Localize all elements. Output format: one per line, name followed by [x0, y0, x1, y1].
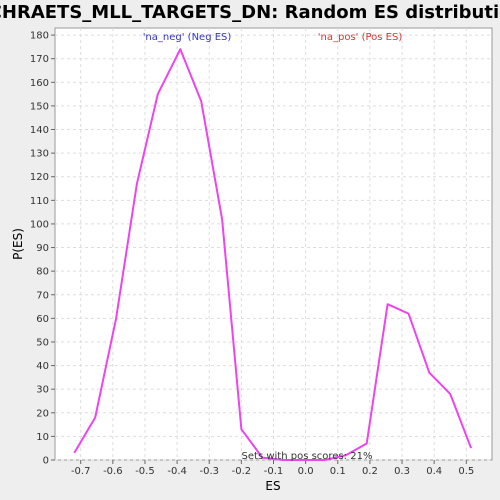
- y-tick-label: 80: [36, 267, 49, 278]
- y-tick-label: 110: [30, 196, 49, 207]
- x-tick-label: 0.2: [362, 466, 378, 477]
- y-tick-label: 90: [36, 243, 49, 254]
- x-tick-label: 0.3: [394, 466, 410, 477]
- y-tick-label: 50: [36, 337, 49, 348]
- y-tick-label: 120: [30, 172, 49, 183]
- x-axis-label: ES: [265, 479, 280, 493]
- x-tick-label: -0.7: [71, 466, 91, 477]
- x-tick-label: -0.1: [264, 466, 284, 477]
- x-tick-label: 0.1: [330, 466, 346, 477]
- axes: 0 10 20 30 40 50 60 70 80 90 100 110 120 130 140 150 160…: [30, 31, 474, 477]
- y-tick-label: 60: [36, 314, 49, 325]
- y-tick-label: 180: [30, 31, 49, 42]
- y-tick-label: 140: [30, 125, 49, 136]
- series: [73, 48, 473, 461]
- pos-score-annotation: Sets with pos scores: 21%: [242, 451, 373, 462]
- legend: 'na_neg' (Neg ES) 'na_pos' (Pos ES): [143, 32, 403, 43]
- chart-title: SCHRAETS_MLL_TARGETS_DN: Random ES distr…: [0, 2, 500, 23]
- distribution-line: [73, 48, 473, 461]
- y-tick-label: 40: [36, 361, 49, 372]
- y-axis-label: P(ES): [11, 228, 25, 260]
- legend-entry: 'na_neg' (Neg ES): [143, 32, 232, 43]
- y-tick-label: 100: [30, 219, 49, 230]
- y-tick-label: 10: [36, 432, 49, 443]
- x-tick-label: -0.4: [167, 466, 187, 477]
- x-tick-label: -0.6: [103, 466, 123, 477]
- y-tick-label: 30: [36, 385, 49, 396]
- y-tick-label: 0: [43, 456, 49, 467]
- x-tick-label: -0.3: [199, 466, 219, 477]
- y-tick-label: 70: [36, 290, 49, 301]
- y-tick-label: 150: [30, 101, 49, 112]
- grid: [55, 28, 492, 461]
- x-tick-label: -0.2: [232, 466, 252, 477]
- y-tick-label: 170: [30, 54, 49, 65]
- x-tick-label: 0.5: [458, 466, 474, 477]
- y-tick-label: 160: [30, 78, 49, 89]
- y-tick-label: 20: [36, 408, 49, 419]
- x-tick-label: -0.5: [135, 466, 155, 477]
- legend-entry: 'na_pos' (Pos ES): [318, 32, 403, 43]
- x-tick-label: 0.4: [426, 466, 442, 477]
- y-tick-label: 130: [30, 149, 49, 160]
- x-tick-label: 0.0: [298, 466, 314, 477]
